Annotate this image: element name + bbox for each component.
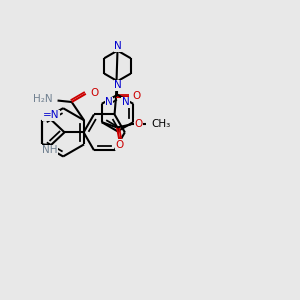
Text: N: N [114, 41, 122, 52]
Text: NH: NH [42, 145, 57, 155]
Text: O: O [134, 118, 142, 129]
Text: O: O [115, 140, 124, 149]
Text: O: O [133, 91, 141, 100]
Text: =N: =N [43, 110, 59, 120]
Text: O: O [90, 88, 98, 98]
Text: H₂N: H₂N [33, 94, 52, 104]
Text: N: N [114, 80, 122, 90]
Text: CH₃: CH₃ [151, 119, 170, 130]
Text: N: N [105, 97, 113, 107]
Text: N: N [122, 97, 130, 107]
